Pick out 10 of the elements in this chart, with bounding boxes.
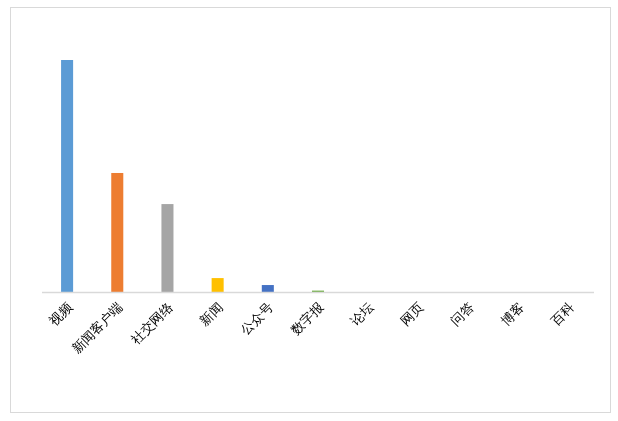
- x-tick-label: 数字报: [288, 300, 327, 338]
- x-tick-label: 社交网络: [128, 300, 176, 348]
- x-tick-label: 公众号: [238, 300, 277, 338]
- x-tick-label: 新闻: [197, 300, 226, 330]
- x-tick-label: 百科: [548, 300, 578, 330]
- x-tick-label: 问答: [448, 300, 478, 330]
- x-tick-label: 博客: [498, 300, 528, 330]
- x-tick-label: 网页: [398, 300, 428, 330]
- x-tick-label: 视频: [46, 300, 76, 330]
- x-tick-label: 论坛: [348, 300, 378, 330]
